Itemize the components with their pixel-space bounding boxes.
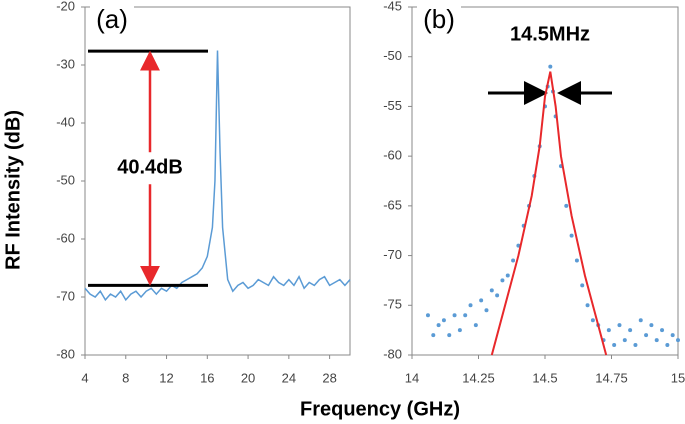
data-point bbox=[511, 258, 516, 263]
annotation: 40.4dB bbox=[117, 157, 183, 179]
data-point bbox=[548, 64, 553, 69]
data-point bbox=[564, 203, 569, 208]
y-tick-label: -80 bbox=[56, 346, 75, 361]
y-tick-label: -60 bbox=[383, 148, 402, 163]
x-tick-label: 14.75 bbox=[595, 370, 628, 385]
data-point bbox=[660, 328, 665, 333]
data-point bbox=[452, 313, 457, 318]
label-bg bbox=[90, 2, 134, 38]
spectrum-line bbox=[84, 50, 351, 302]
data-point bbox=[484, 308, 489, 313]
data-point bbox=[590, 318, 595, 323]
x-tick-label: 12 bbox=[159, 370, 173, 385]
panel-label: (a) bbox=[96, 4, 128, 34]
data-point bbox=[436, 323, 441, 328]
fit-curve bbox=[490, 71, 608, 356]
data-point bbox=[431, 333, 436, 338]
y-tick-label: -70 bbox=[383, 247, 402, 262]
data-point bbox=[638, 318, 643, 323]
data-point bbox=[473, 323, 478, 328]
y-axis-label: RF Intensity (dB) bbox=[2, 110, 24, 270]
data-point bbox=[670, 333, 675, 338]
label-bg bbox=[417, 2, 461, 38]
data-point bbox=[606, 328, 611, 333]
x-tick-label: 14.5 bbox=[532, 370, 557, 385]
data-point bbox=[468, 303, 473, 308]
data-point bbox=[425, 313, 430, 318]
x-axis-label: Frequency (GHz) bbox=[300, 398, 460, 420]
y-tick-label: -55 bbox=[383, 98, 402, 113]
x-tick-label: 24 bbox=[282, 370, 296, 385]
data-point bbox=[676, 338, 680, 343]
data-point bbox=[612, 343, 617, 348]
x-tick-label: 8 bbox=[122, 370, 129, 385]
data-point bbox=[633, 343, 638, 348]
data-point bbox=[649, 323, 654, 328]
y-tick-label: -50 bbox=[383, 48, 402, 63]
data-point bbox=[457, 328, 462, 333]
data-point bbox=[479, 298, 484, 303]
data-point bbox=[622, 338, 627, 343]
data-point bbox=[585, 303, 590, 308]
data-point bbox=[441, 318, 446, 323]
annotation: 14.5MHz bbox=[510, 23, 590, 45]
data-point bbox=[628, 328, 633, 333]
panel-label: (b) bbox=[423, 4, 455, 34]
data-point bbox=[495, 293, 500, 298]
y-tick-label: -65 bbox=[383, 197, 402, 212]
data-point bbox=[644, 333, 649, 338]
y-tick-label: -50 bbox=[56, 172, 75, 187]
x-tick-label: 15 bbox=[671, 370, 685, 385]
y-tick-label: -80 bbox=[383, 346, 402, 361]
data-point bbox=[665, 343, 670, 348]
x-tick-label: 4 bbox=[81, 370, 88, 385]
x-tick-label: 20 bbox=[241, 370, 255, 385]
y-tick-label: -70 bbox=[56, 288, 75, 303]
y-tick-label: -40 bbox=[56, 114, 75, 129]
data-point bbox=[500, 278, 505, 283]
x-tick-label: 16 bbox=[200, 370, 214, 385]
x-tick-label: 14.25 bbox=[462, 370, 495, 385]
annotation-bg bbox=[100, 152, 200, 185]
x-tick-label: 28 bbox=[322, 370, 336, 385]
y-tick-label: -45 bbox=[383, 0, 402, 13]
y-tick-label: -20 bbox=[56, 0, 75, 13]
y-tick-label: -75 bbox=[383, 297, 402, 312]
x-tick-label: 14 bbox=[405, 370, 419, 385]
data-point bbox=[617, 323, 622, 328]
plot-frame bbox=[411, 6, 679, 356]
data-point bbox=[654, 338, 659, 343]
y-tick-label: -60 bbox=[56, 230, 75, 245]
data-point bbox=[505, 273, 510, 278]
data-point bbox=[569, 233, 574, 238]
data-point bbox=[463, 313, 468, 318]
data-point bbox=[574, 258, 579, 263]
data-point bbox=[580, 283, 585, 288]
y-tick-label: -30 bbox=[56, 56, 75, 71]
data-point bbox=[489, 288, 494, 293]
data-point bbox=[447, 333, 452, 338]
